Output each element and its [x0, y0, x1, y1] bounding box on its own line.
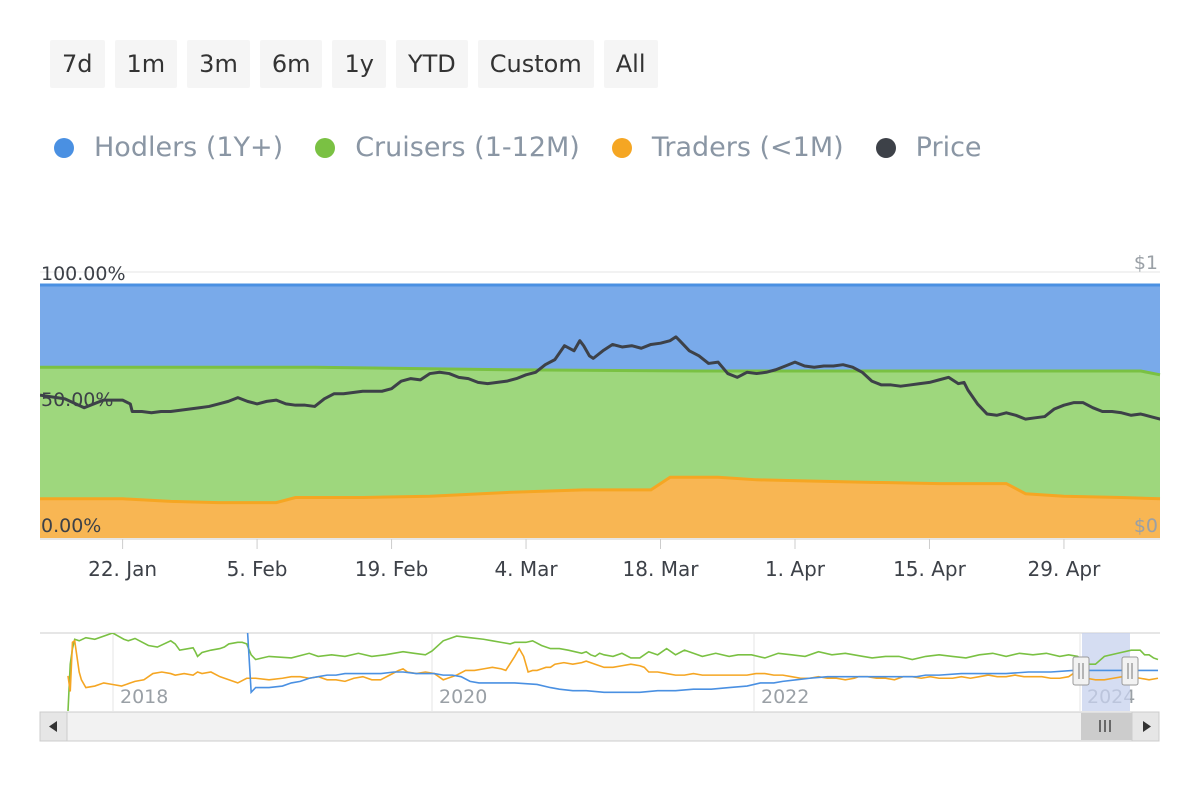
range-button-1y[interactable]: 1y — [332, 40, 386, 88]
legend-label: Cruisers (1-12M) — [355, 132, 580, 163]
legend-dot-icon — [54, 137, 74, 158]
x-axis-tick-label: 15. Apr — [893, 557, 967, 581]
scrollbar-track — [39, 711, 1160, 742]
range-button-custom[interactable]: Custom — [477, 40, 594, 88]
price-line — [40, 335, 1160, 421]
navigator-cruisers-line — [67, 633, 1159, 711]
navigator-year-label: 2020 — [439, 686, 487, 708]
scroll-right-button[interactable] — [1131, 711, 1160, 742]
navigator-selection — [1082, 633, 1130, 711]
legend-dot-icon — [315, 137, 336, 158]
navigator-left-handle[interactable] — [1072, 656, 1090, 686]
y-axis-right-tick-label: $0 — [1134, 515, 1158, 537]
chart-legend: Hodlers (1Y+) Cruisers (1-12M) Traders (<1… — [54, 132, 982, 163]
range-button-ytd[interactable]: YTD — [395, 40, 468, 88]
handle-body — [1121, 656, 1139, 686]
cruisers-area — [40, 367, 1160, 538]
legend-label: Traders (<1M) — [651, 132, 844, 163]
legend-item-hodlers[interactable]: Hodlers (1Y+) — [54, 132, 283, 163]
watermark: IntoTheBlock — [364, 362, 837, 436]
navigator-hodlers-line — [246, 633, 1158, 695]
y-axis-tick-label: 100.00% — [41, 263, 126, 285]
traders-line — [40, 475, 1161, 505]
legend-label: Price — [915, 132, 982, 163]
hodlers-area — [40, 285, 1160, 538]
range-selector: 7d 1m 3m 6m 1y YTD Custom All — [50, 40, 658, 88]
scrollbar-thumb[interactable] — [1081, 713, 1132, 740]
legend-label: Hodlers (1Y+) — [94, 132, 284, 163]
navigator-year-label: 2018 — [120, 686, 168, 708]
navigator-year-label: 2024 — [1087, 686, 1135, 708]
x-axis-tick-label: 18. Mar — [623, 557, 700, 581]
legend-item-price[interactable]: Price — [875, 132, 982, 163]
y-axis-right-tick-label: $1 — [1134, 252, 1158, 274]
navigator-scrollbar — [39, 711, 1160, 742]
y-axis-tick-label: 50.00% — [41, 389, 113, 411]
handle-body — [1072, 656, 1090, 686]
x-axis-tick-label: 5. Feb — [227, 557, 288, 581]
chevron-right-icon — [1143, 721, 1151, 732]
scrollbar-thumb-bg — [1081, 713, 1132, 740]
navigator-traders-line — [67, 639, 1159, 692]
x-axis-tick-label: 4. Mar — [494, 557, 558, 581]
x-axis-tick-label: 22. Jan — [88, 557, 157, 581]
scroll-right-bg — [1131, 711, 1160, 742]
range-button-6m[interactable]: 6m — [259, 40, 323, 88]
legend-item-cruisers[interactable]: Cruisers (1-12M) — [315, 132, 580, 163]
legend-dot-icon — [611, 137, 632, 158]
scroll-left-button[interactable] — [39, 711, 68, 742]
scroll-left-bg — [39, 711, 68, 742]
range-button-7d[interactable]: 7d — [50, 40, 105, 88]
range-button-all[interactable]: All — [603, 40, 658, 88]
cruisers-line — [40, 365, 1161, 377]
range-button-3m[interactable]: 3m — [187, 40, 250, 88]
x-axis-tick-label: 29. Apr — [1028, 557, 1102, 581]
chevron-left-icon — [49, 721, 57, 732]
traders-area — [40, 477, 1160, 538]
legend-dot-icon — [875, 137, 896, 158]
navigator-year-label: 2022 — [761, 686, 809, 708]
x-axis-tick-label: 1. Apr — [765, 557, 826, 581]
legend-item-traders[interactable]: Traders (<1M) — [611, 132, 844, 163]
y-axis-tick-label: 0.00% — [41, 515, 101, 537]
range-button-1m[interactable]: 1m — [114, 40, 178, 88]
navigator-right-handle[interactable] — [1121, 656, 1139, 686]
x-axis-tick-label: 19. Feb — [355, 557, 429, 581]
